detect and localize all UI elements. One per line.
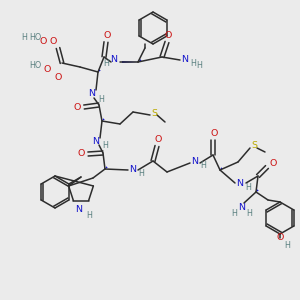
Text: H: H [200, 161, 206, 170]
Text: HO: HO [30, 34, 42, 43]
Text: H: H [138, 169, 144, 178]
Text: N: N [130, 164, 136, 173]
Polygon shape [138, 59, 142, 62]
Polygon shape [105, 166, 108, 169]
Text: N: N [88, 89, 95, 98]
Text: H: H [190, 58, 196, 68]
Text: O: O [43, 64, 51, 74]
Text: O: O [154, 136, 162, 145]
Text: O: O [276, 233, 284, 242]
Text: H: H [21, 34, 27, 43]
Text: N: N [76, 206, 82, 214]
Text: H: H [231, 209, 237, 218]
Text: H: H [86, 212, 92, 220]
Text: N: N [182, 55, 188, 64]
Text: O: O [73, 103, 81, 112]
Text: N: N [238, 203, 245, 212]
Text: O: O [39, 38, 47, 46]
Text: O: O [269, 160, 277, 169]
Text: N: N [236, 178, 244, 188]
Text: O: O [54, 74, 62, 82]
Text: O: O [77, 149, 85, 158]
Polygon shape [102, 118, 105, 121]
Text: O: O [164, 32, 172, 40]
Text: N: N [191, 158, 199, 166]
Text: H: H [103, 59, 109, 68]
Text: N: N [110, 56, 118, 64]
Text: S: S [151, 109, 157, 118]
Text: H: H [246, 209, 252, 218]
Text: N: N [92, 136, 100, 146]
Polygon shape [220, 167, 223, 170]
Text: H: H [245, 182, 251, 191]
Text: H: H [196, 61, 202, 70]
Text: O: O [103, 32, 111, 40]
Text: H: H [98, 94, 104, 103]
Text: O: O [49, 38, 57, 46]
Polygon shape [98, 69, 101, 72]
Text: H: H [102, 142, 108, 151]
Text: O: O [210, 130, 218, 139]
Text: HO: HO [29, 61, 41, 70]
Polygon shape [122, 61, 138, 63]
Text: S: S [251, 140, 257, 149]
Text: H: H [284, 241, 290, 250]
Polygon shape [256, 189, 259, 192]
